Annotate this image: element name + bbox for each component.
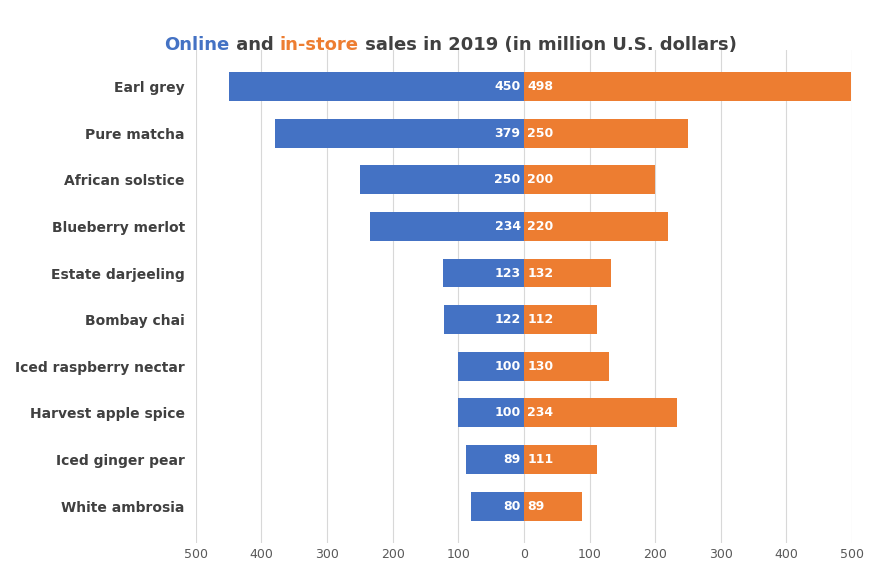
Bar <box>275 119 523 147</box>
Bar <box>457 352 523 381</box>
Text: 200: 200 <box>527 173 553 186</box>
Bar <box>228 72 523 101</box>
Bar <box>443 259 523 287</box>
Bar <box>359 165 523 194</box>
Text: 100: 100 <box>493 407 520 419</box>
Text: 250: 250 <box>493 173 520 186</box>
Bar <box>523 492 581 521</box>
Text: Online: Online <box>164 36 229 54</box>
Bar <box>465 445 523 474</box>
Text: 498: 498 <box>527 80 552 93</box>
Text: 130: 130 <box>527 360 553 373</box>
Text: 112: 112 <box>527 313 553 326</box>
Bar <box>523 399 677 427</box>
Bar <box>523 305 597 334</box>
Text: 250: 250 <box>527 127 553 139</box>
Text: 379: 379 <box>494 127 520 139</box>
Text: 100: 100 <box>493 360 520 373</box>
Text: 234: 234 <box>494 220 520 233</box>
Text: 450: 450 <box>493 80 520 93</box>
Bar <box>443 305 523 334</box>
Text: 89: 89 <box>527 500 543 513</box>
Text: 132: 132 <box>527 267 553 279</box>
Bar <box>471 492 523 521</box>
Bar <box>523 72 850 101</box>
Text: 220: 220 <box>527 220 553 233</box>
Text: 111: 111 <box>527 453 553 466</box>
Bar <box>523 259 610 287</box>
Bar <box>523 165 654 194</box>
Text: 123: 123 <box>494 267 520 279</box>
Text: 89: 89 <box>503 453 520 466</box>
Text: 234: 234 <box>527 407 553 419</box>
Bar <box>523 119 687 147</box>
Text: 122: 122 <box>493 313 520 326</box>
Text: 80: 80 <box>503 500 520 513</box>
Text: and: and <box>229 36 279 54</box>
Bar <box>457 399 523 427</box>
Bar <box>523 352 608 381</box>
Bar <box>370 212 523 241</box>
Text: in-store: in-store <box>279 36 358 54</box>
Bar <box>523 445 596 474</box>
Bar <box>523 212 667 241</box>
Text: sales in 2019 (in million U.S. dollars): sales in 2019 (in million U.S. dollars) <box>358 36 736 54</box>
